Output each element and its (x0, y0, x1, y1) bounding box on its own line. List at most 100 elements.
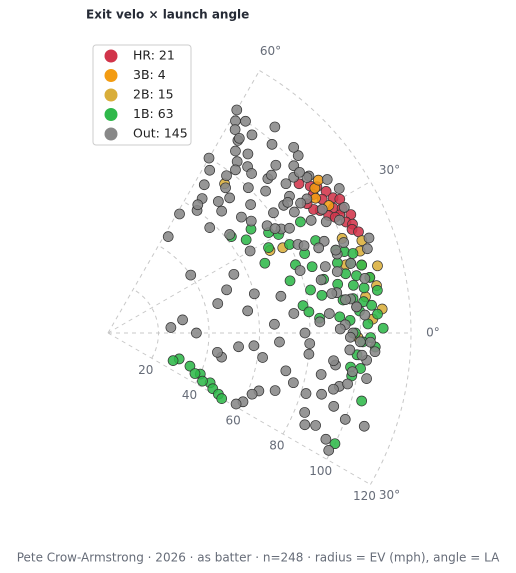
point (330, 244, 342, 256)
point (242, 148, 254, 160)
point (371, 284, 383, 296)
point (288, 308, 300, 319)
point (310, 420, 321, 431)
legend-marker (104, 127, 118, 141)
grid-spoke (107, 332, 371, 485)
point (289, 206, 300, 218)
point (213, 196, 224, 207)
point (165, 322, 177, 333)
r-tick-label: 80 (269, 439, 284, 453)
point (242, 182, 254, 194)
point (372, 260, 383, 272)
point (377, 322, 389, 334)
point (260, 185, 271, 197)
point (269, 223, 281, 234)
point (220, 182, 231, 194)
point (316, 203, 328, 215)
legend: HR: 21 3B: 4 2B: 15 1B: 63 Out: 145 (92, 44, 192, 146)
point (354, 336, 366, 348)
point (334, 311, 346, 323)
point (306, 261, 318, 273)
point (280, 178, 292, 190)
legend-marker (104, 69, 118, 82)
point (245, 215, 257, 227)
point (356, 349, 368, 361)
r-tick-label: 20 (138, 363, 153, 377)
point (338, 237, 350, 248)
point (216, 393, 228, 404)
point (363, 232, 375, 244)
point (246, 388, 258, 400)
point (204, 164, 216, 176)
point (248, 288, 260, 300)
point (221, 170, 232, 182)
point (246, 129, 258, 141)
point (316, 289, 328, 301)
legend-label: 1B: 63 (133, 106, 174, 121)
legend-marker (104, 88, 118, 102)
point (295, 197, 306, 209)
point (342, 378, 353, 390)
grid-ring (158, 245, 210, 384)
grid-spoke (107, 181, 371, 334)
point (192, 199, 204, 211)
point (231, 104, 243, 116)
point (331, 266, 343, 277)
legend-marker (104, 108, 118, 121)
point (313, 174, 324, 186)
point (319, 261, 331, 272)
point (334, 214, 345, 226)
legend-label: 3B: 4 (133, 67, 166, 82)
point (344, 344, 356, 356)
point (351, 301, 362, 313)
r-tick-label: 40 (182, 388, 197, 402)
point (282, 197, 294, 208)
point (347, 248, 359, 259)
point (365, 336, 376, 348)
point (329, 438, 341, 450)
point (299, 419, 311, 431)
point (313, 242, 325, 254)
point (229, 124, 241, 135)
theta-tick-label: 0° (426, 326, 440, 340)
point (185, 269, 197, 281)
point (299, 407, 311, 418)
point (366, 299, 378, 311)
grid-spoke (107, 70, 260, 334)
point (204, 222, 216, 234)
point (347, 366, 358, 378)
point (224, 229, 236, 240)
point (345, 258, 357, 269)
point (295, 216, 306, 228)
point (288, 141, 300, 153)
legend-label: 2B: 15 (133, 87, 174, 102)
point (284, 275, 296, 287)
point (268, 207, 279, 219)
point (356, 259, 368, 271)
point (212, 346, 223, 358)
point (372, 308, 383, 320)
point (216, 205, 228, 217)
r-tick-label: 60 (226, 413, 241, 427)
point (304, 338, 316, 349)
point (162, 231, 174, 242)
point (303, 348, 315, 360)
r-tick-label: 120 (353, 489, 376, 503)
point (328, 383, 339, 395)
point (362, 318, 374, 330)
point (340, 294, 351, 305)
point (203, 152, 215, 164)
point (338, 201, 350, 213)
point (233, 132, 245, 144)
point (359, 309, 371, 321)
point (305, 215, 317, 226)
point (263, 242, 274, 254)
point (212, 298, 224, 309)
point (326, 288, 338, 299)
point (369, 346, 381, 358)
point (270, 159, 282, 171)
point (299, 327, 311, 339)
point (240, 234, 252, 246)
point (167, 355, 179, 366)
